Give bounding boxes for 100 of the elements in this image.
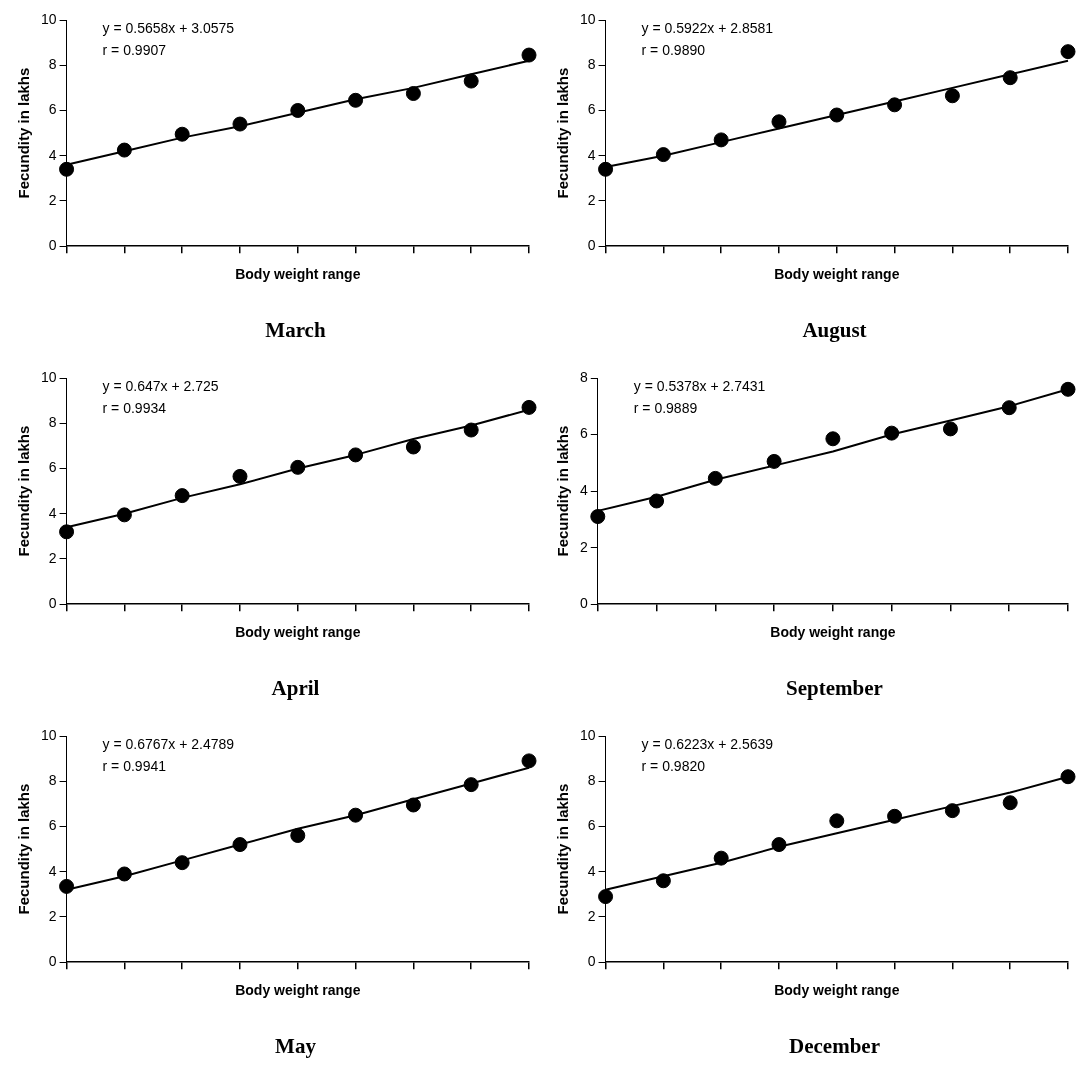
annotation: r = 0.9889 <box>633 399 698 416</box>
point <box>590 509 606 525</box>
y-tick-label: 2 <box>579 538 588 555</box>
point <box>521 47 537 63</box>
y-tick-label: 2 <box>48 549 57 566</box>
point <box>463 777 479 793</box>
text: September <box>785 676 884 701</box>
text: March <box>264 318 327 343</box>
y-tick-label: 0 <box>587 237 596 254</box>
point <box>232 837 248 853</box>
point <box>766 453 782 469</box>
point <box>713 132 729 148</box>
point <box>1060 769 1076 785</box>
point <box>348 92 364 108</box>
point <box>649 493 665 509</box>
y-tick-label: 8 <box>587 772 596 789</box>
y-tick-label: 8 <box>48 414 57 431</box>
point <box>655 147 671 163</box>
x-axis-title: Body weight range <box>235 266 361 283</box>
point <box>116 507 132 523</box>
y-tick-label: 8 <box>579 368 588 385</box>
y-tick-label: 0 <box>587 953 596 970</box>
point <box>1060 381 1076 397</box>
point <box>944 88 960 104</box>
point <box>405 439 421 455</box>
point <box>1001 400 1017 416</box>
point <box>232 468 248 484</box>
text: April <box>270 676 321 701</box>
point <box>598 161 614 177</box>
y-tick-label: 0 <box>48 953 57 970</box>
y-axis-title: Fecundity in lakhs <box>15 67 33 199</box>
y-tick-label: 4 <box>48 146 57 163</box>
point <box>598 889 614 905</box>
point <box>707 470 723 486</box>
point <box>825 431 841 447</box>
y-tick-label: 10 <box>40 10 57 27</box>
y-tick-label: 10 <box>40 726 57 743</box>
point <box>348 447 364 463</box>
y-tick-label: 10 <box>579 726 596 743</box>
point <box>713 850 729 866</box>
point <box>405 86 421 102</box>
annotation: y = 0.6767x + 2.4789 <box>102 735 235 752</box>
point <box>887 97 903 113</box>
text: May <box>274 1034 317 1059</box>
annotation: r = 0.9820 <box>641 757 706 774</box>
y-tick-label: 8 <box>48 772 57 789</box>
point <box>884 425 900 441</box>
y-axis-title: Fecundity in lakhs <box>554 67 572 199</box>
point <box>521 753 537 769</box>
y-tick-label: 0 <box>48 595 57 612</box>
x-axis-title: Body weight range <box>235 982 361 999</box>
y-tick-label: 4 <box>579 481 588 498</box>
y-tick-label: 6 <box>587 101 596 118</box>
point <box>942 421 958 437</box>
point <box>174 488 190 504</box>
annotation: r = 0.9890 <box>641 41 706 58</box>
point <box>290 102 306 118</box>
annotation: y = 0.5658x + 3.0575 <box>102 19 235 36</box>
y-axis-title: Fecundity in lakhs <box>15 783 33 915</box>
y-tick-label: 6 <box>579 425 588 442</box>
x-axis-title: Body weight range <box>235 624 361 641</box>
y-tick-label: 2 <box>587 907 596 924</box>
text: August <box>801 318 868 343</box>
point <box>829 813 845 829</box>
annotation: y = 0.647x + 2.725 <box>102 377 219 394</box>
point <box>944 803 960 819</box>
annotation: r = 0.9941 <box>102 757 167 774</box>
y-axis-title: Fecundity in lakhs <box>554 425 572 557</box>
point <box>655 873 671 889</box>
point <box>771 837 787 853</box>
text: December <box>788 1034 881 1059</box>
point <box>59 878 75 894</box>
annotation: y = 0.5922x + 2.8581 <box>641 19 774 36</box>
y-tick-label: 4 <box>48 862 57 879</box>
point <box>59 161 75 177</box>
x-axis-title: Body weight range <box>774 982 900 999</box>
annotation: r = 0.9907 <box>102 41 167 58</box>
y-tick-label: 4 <box>48 504 57 521</box>
y-tick-label: 2 <box>48 191 57 208</box>
y-tick-label: 10 <box>579 10 596 27</box>
y-tick-label: 8 <box>48 56 57 73</box>
y-tick-label: 0 <box>579 595 588 612</box>
y-tick-label: 2 <box>587 191 596 208</box>
point <box>232 116 248 132</box>
y-tick-label: 0 <box>48 237 57 254</box>
point <box>521 399 537 415</box>
y-tick-label: 2 <box>48 907 57 924</box>
point <box>116 866 132 882</box>
annotation: y = 0.5378x + 2.7431 <box>633 377 766 394</box>
y-tick-label: 6 <box>48 817 57 834</box>
y-axis-title: Fecundity in lakhs <box>15 425 33 557</box>
point <box>174 855 190 871</box>
point <box>829 107 845 123</box>
point <box>463 422 479 438</box>
point <box>1002 795 1018 811</box>
point <box>348 807 364 823</box>
point <box>290 459 306 475</box>
y-tick-label: 6 <box>48 101 57 118</box>
y-tick-label: 4 <box>587 146 596 163</box>
annotation: y = 0.6223x + 2.5639 <box>641 735 774 752</box>
